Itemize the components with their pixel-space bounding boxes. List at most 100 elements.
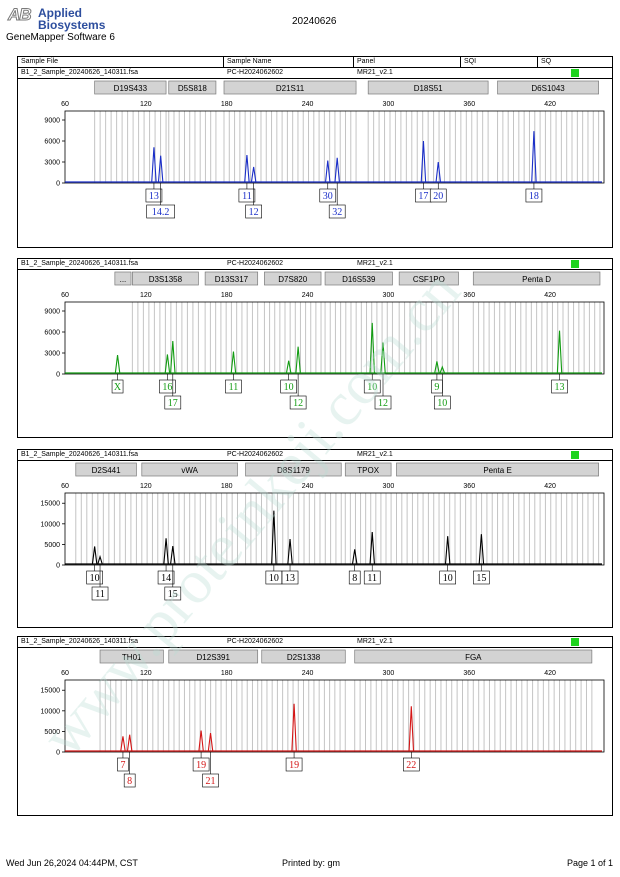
x-tick-label: 420 <box>544 101 556 108</box>
allele-box <box>238 188 256 203</box>
x-tick-label: 420 <box>544 670 556 677</box>
allele-label: 13 <box>149 191 159 202</box>
panel-info-row: B1_2_Sample_20240626_140311.fsa PC-H2024… <box>18 259 612 270</box>
allele-label: 13 <box>555 382 565 393</box>
marker-box <box>94 80 167 95</box>
sq-flag-green <box>571 260 579 268</box>
allele-label: X <box>114 382 122 393</box>
allele-label: 12 <box>249 207 259 218</box>
peak <box>207 732 214 752</box>
allele-box <box>111 379 124 394</box>
peak <box>164 354 171 374</box>
x-tick-label: 120 <box>140 483 152 490</box>
marker-name: D7S820 <box>278 275 307 284</box>
peak <box>170 545 176 565</box>
allele-box <box>159 379 176 394</box>
allele-box <box>403 757 420 772</box>
sample-file: B1_2_Sample_20240626_140311.fsa <box>21 69 139 76</box>
peak <box>287 539 293 565</box>
allele-box <box>363 570 381 585</box>
bin-lines <box>131 302 601 374</box>
sample-name: PC-H2024062602 <box>227 69 284 76</box>
x-tick-label: 240 <box>302 483 314 490</box>
peak <box>369 322 375 374</box>
panel-info-row: B1_2_Sample_20240626_140311.fsa PC-H2024… <box>18 637 612 648</box>
marker-box <box>324 271 393 286</box>
marker-name: vWA <box>181 466 198 475</box>
marker-name: D13S317 <box>215 275 249 284</box>
x-tick-label: 240 <box>302 670 314 677</box>
marker-box <box>472 271 601 286</box>
marker-name: Penta D <box>522 275 551 284</box>
y-tick-label: 10000 <box>41 708 61 715</box>
sq-flag-green <box>571 69 579 77</box>
sample-file: B1_2_Sample_20240626_140311.fsa <box>21 260 139 267</box>
peak <box>380 342 386 374</box>
x-tick-label: 60 <box>61 101 69 108</box>
col-divider <box>537 57 538 67</box>
allele-box <box>319 188 337 203</box>
x-tick-label: 60 <box>61 483 69 490</box>
marker-name: FGA <box>465 653 482 662</box>
allele-label: 10 <box>367 382 377 393</box>
allele-label: 19 <box>196 760 206 771</box>
peak <box>439 365 446 374</box>
allele-box <box>202 773 219 788</box>
bin-lines <box>94 111 600 183</box>
sample-name: PC-H2024062602 <box>227 451 284 458</box>
marker-box <box>497 80 599 95</box>
marker-name: TPOX <box>357 466 379 475</box>
electropherogram-panel-blue: B1_2_Sample_20240626_140311.fsa PC-H2024… <box>17 67 613 248</box>
marker-name: CSF1PO <box>413 275 445 284</box>
allele-box <box>157 570 175 585</box>
allele-box <box>164 586 182 601</box>
peak <box>478 534 485 565</box>
electropherogram-panel-green: B1_2_Sample_20240626_140311.fsa PC-H2024… <box>17 258 613 438</box>
y-tick-label: 9000 <box>44 118 60 125</box>
chart-svg: ... D3S1358 D13S317 D7S820 D16S539 CSF1PO Pent… <box>44 271 605 410</box>
col-sample-file: Sample File <box>21 58 58 65</box>
col-divider <box>223 57 224 67</box>
marker-box <box>354 649 593 664</box>
peak <box>369 532 375 565</box>
x-tick-label: 180 <box>221 101 233 108</box>
panel-info-row: B1_2_Sample_20240626_140311.fsa PC-H2024… <box>18 68 612 79</box>
print-datetime: Wed Jun 26,2024 04:44PM, CST <box>6 858 138 868</box>
peak <box>198 730 204 752</box>
marker-name: D12S391 <box>197 653 231 662</box>
allele-label: 7 <box>120 760 125 771</box>
x-tick-label: 420 <box>544 483 556 490</box>
chart-svg: TH01 D12S391 D2S1338 FGA 60 120 180 240 300 360 42… <box>41 649 605 788</box>
y-tick-label: 9000 <box>44 309 60 316</box>
peak <box>285 360 292 374</box>
allele-box <box>145 188 163 203</box>
electropherogram-panel-black: B1_2_Sample_20240626_140311.fsa PC-H2024… <box>17 449 613 628</box>
allele-label: 11 <box>95 589 105 600</box>
marker-box <box>204 271 259 286</box>
marker-box <box>223 80 357 95</box>
allele-label: 12 <box>378 398 388 409</box>
marker-name: D2S1338 <box>287 653 321 662</box>
allele-label: 17 <box>168 398 178 409</box>
allele-label: 32 <box>332 207 342 218</box>
peak <box>435 161 442 183</box>
allele-box <box>348 570 361 585</box>
plot-frame <box>64 492 605 566</box>
marker-box <box>114 271 132 286</box>
peak <box>408 706 415 752</box>
peak <box>244 154 250 183</box>
allele-box <box>280 379 297 394</box>
printed-by: Printed by: gm <box>282 858 341 868</box>
allele-label: 15 <box>168 589 178 600</box>
bin-lines <box>99 680 593 752</box>
x-tick-label: 420 <box>544 292 556 299</box>
sample-name: PC-H2024062602 <box>227 260 284 267</box>
x-tick-label: 180 <box>221 292 233 299</box>
col-sqi: SQI <box>464 58 477 65</box>
marker-box <box>168 649 259 664</box>
peak <box>114 355 121 374</box>
allele-box <box>473 570 490 585</box>
col-sq: SQ <box>541 58 552 65</box>
col-sample-name: Sample Name <box>227 58 272 65</box>
allele-box <box>164 395 182 410</box>
